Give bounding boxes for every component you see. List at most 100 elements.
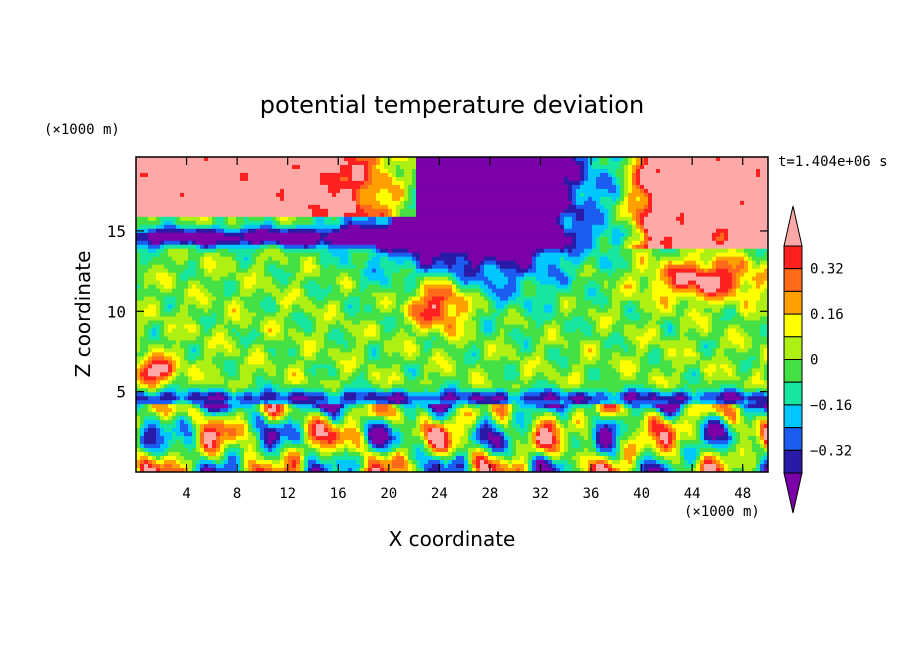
contour-cell — [336, 244, 341, 250]
contour-cell — [204, 168, 209, 174]
contour-cell — [296, 380, 301, 385]
contour-cell — [160, 340, 165, 346]
contour-cell — [140, 268, 145, 274]
contour-cell — [136, 436, 141, 441]
contour-cell — [180, 268, 185, 274]
contour-cell — [296, 420, 301, 425]
contour-cell — [380, 268, 385, 274]
contour-cell — [168, 388, 173, 393]
contour-cell — [244, 157, 249, 162]
contour-cell — [356, 320, 361, 326]
contour-cell — [168, 416, 173, 421]
contour-cell — [204, 360, 209, 365]
contour-cell — [200, 236, 205, 242]
contour-cell — [248, 420, 253, 425]
contour-cell — [364, 164, 369, 170]
contour-cell — [368, 420, 373, 425]
contour-cell — [264, 252, 269, 258]
contour-cell — [384, 332, 389, 338]
contour-cell — [160, 164, 165, 170]
contour-cell — [280, 340, 285, 346]
contour-cell — [224, 392, 229, 397]
contour-cell — [352, 380, 357, 385]
contour-cell — [284, 460, 289, 465]
contour-cell — [216, 328, 221, 334]
contour-cell — [240, 296, 245, 302]
contour-cell — [244, 316, 249, 322]
contour-cell — [172, 348, 177, 353]
contour-cell — [284, 268, 289, 274]
contour-cell — [240, 408, 245, 413]
contour-cell — [264, 384, 269, 389]
contour-cell — [320, 268, 325, 274]
contour-cell — [308, 428, 313, 433]
contour-cell — [148, 244, 153, 250]
contour-cell — [384, 176, 389, 182]
contour-cell — [244, 264, 249, 270]
contour-cell — [300, 176, 305, 182]
contour-cell — [324, 328, 329, 334]
contour-cell — [284, 360, 289, 365]
contour-cell — [284, 176, 289, 182]
contour-cell — [248, 464, 253, 469]
contour-cell — [172, 464, 177, 469]
contour-cell — [264, 204, 269, 210]
contour-cell — [252, 424, 257, 429]
contour-cell — [140, 240, 145, 246]
contour-cell — [156, 356, 161, 361]
contour-cell — [240, 392, 245, 397]
contour-cell — [352, 356, 357, 361]
contour-cell — [148, 320, 153, 326]
contour-cell — [244, 444, 249, 449]
contour-cell — [240, 168, 245, 174]
contour-cell — [296, 464, 301, 469]
contour-cell — [248, 460, 253, 465]
contour-cell — [268, 404, 273, 409]
contour-cell — [264, 440, 269, 445]
contour-cell — [340, 284, 345, 290]
contour-cell — [372, 408, 377, 413]
contour-cell — [136, 292, 141, 298]
contour-cell — [308, 200, 313, 206]
contour-cell — [208, 340, 213, 346]
contour-cell — [236, 464, 241, 469]
contour-cell — [324, 292, 329, 298]
contour-cell — [140, 444, 145, 449]
contour-cell — [196, 312, 201, 318]
contour-cell — [164, 192, 169, 198]
contour-cell — [244, 268, 249, 274]
contour-cell — [216, 344, 221, 349]
contour-cell — [344, 272, 349, 278]
contour-cell — [216, 436, 221, 441]
contour-cell — [208, 304, 213, 310]
contour-cell — [316, 440, 321, 445]
contour-cell — [288, 264, 293, 270]
contour-cell — [296, 448, 301, 453]
contour-cell — [196, 340, 201, 346]
contour-cell — [344, 184, 349, 190]
contour-cell — [364, 452, 369, 457]
contour-cell — [340, 348, 345, 353]
contour-cell — [176, 196, 181, 202]
contour-cell — [232, 348, 237, 353]
contour-cell — [260, 172, 265, 178]
contour-cell — [264, 328, 269, 334]
contour-cell — [316, 372, 321, 377]
contour-cell — [224, 424, 229, 429]
contour-cell — [280, 284, 285, 290]
contour-cell — [252, 212, 257, 218]
contour-cell — [304, 348, 309, 353]
contour-cell — [332, 260, 337, 266]
contour-cell — [364, 268, 369, 274]
contour-cell — [140, 172, 145, 178]
contour-cell — [236, 368, 241, 373]
contour-cell — [228, 232, 233, 238]
contour-cell — [380, 260, 385, 266]
contour-cell — [204, 172, 209, 178]
contour-cell — [288, 312, 293, 318]
contour-cell — [224, 252, 229, 258]
contour-cell — [280, 460, 285, 465]
contour-cell — [180, 304, 185, 310]
contour-cell — [176, 448, 181, 453]
contour-cell — [136, 260, 141, 266]
